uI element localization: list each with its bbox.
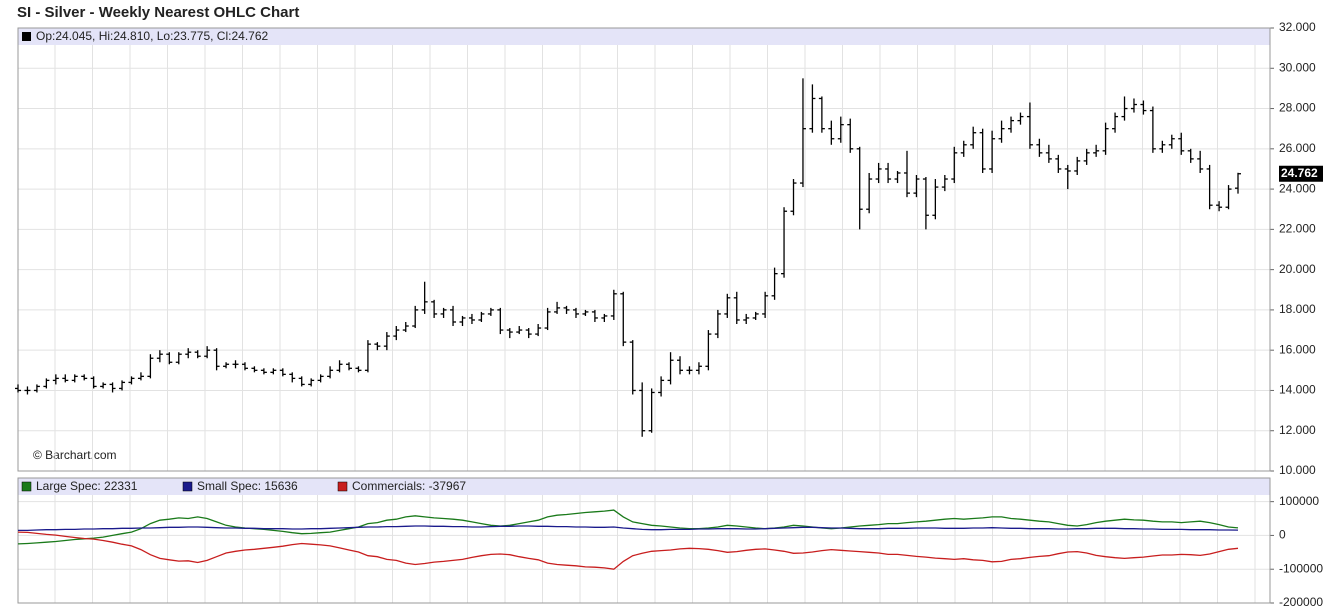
y-tick-label: 20.000 [1279,262,1316,276]
plot-border [17,477,1271,604]
y-tick-label: 12.000 [1279,423,1316,437]
chart-title: SI - Silver - Weekly Nearest OHLC Chart [17,4,299,21]
legend-swatch [337,481,348,492]
series-line [17,509,1239,545]
y-tick-label: 30.000 [1279,60,1316,74]
y-tick-label: 10.000 [1279,463,1316,477]
y-tick-label: 18.000 [1279,302,1316,316]
legend-band [18,478,1270,495]
y-tick-label: 28.000 [1279,101,1316,115]
y-tick-label: 14.000 [1279,383,1316,397]
legend-swatch [182,481,193,492]
y-tick-label: 0 [1279,528,1286,542]
y-tick-label: 100000 [1279,494,1319,508]
last-price-box [1279,165,1323,182]
legend-swatch [22,32,31,41]
copyright: © Barchart.com [33,448,117,462]
y-tick-label: 16.000 [1279,342,1316,356]
y-tick-label: 22.000 [1279,222,1316,236]
last-price-label: 24.762 [1281,166,1318,180]
y-tick-label: -100000 [1279,561,1323,575]
series-line [17,531,1239,570]
y-tick-label: 32.000 [1279,20,1316,34]
legend-label: Small Spec: 15636 [197,479,298,493]
legend-label: Commercials: -37967 [352,479,466,493]
legend-band [18,28,1270,45]
series-line [18,525,1239,532]
legend-swatch [21,481,32,492]
y-tick-label: 24.000 [1279,181,1316,195]
ohlc-legend: Op:24.045, Hi:24.810, Lo:23.775, Cl:24.7… [36,29,268,43]
plot-border [17,27,1271,472]
legend-label: Large Spec: 22331 [36,479,138,493]
y-tick-label: 26.000 [1279,141,1316,155]
y-tick-label: -200000 [1279,595,1323,606]
